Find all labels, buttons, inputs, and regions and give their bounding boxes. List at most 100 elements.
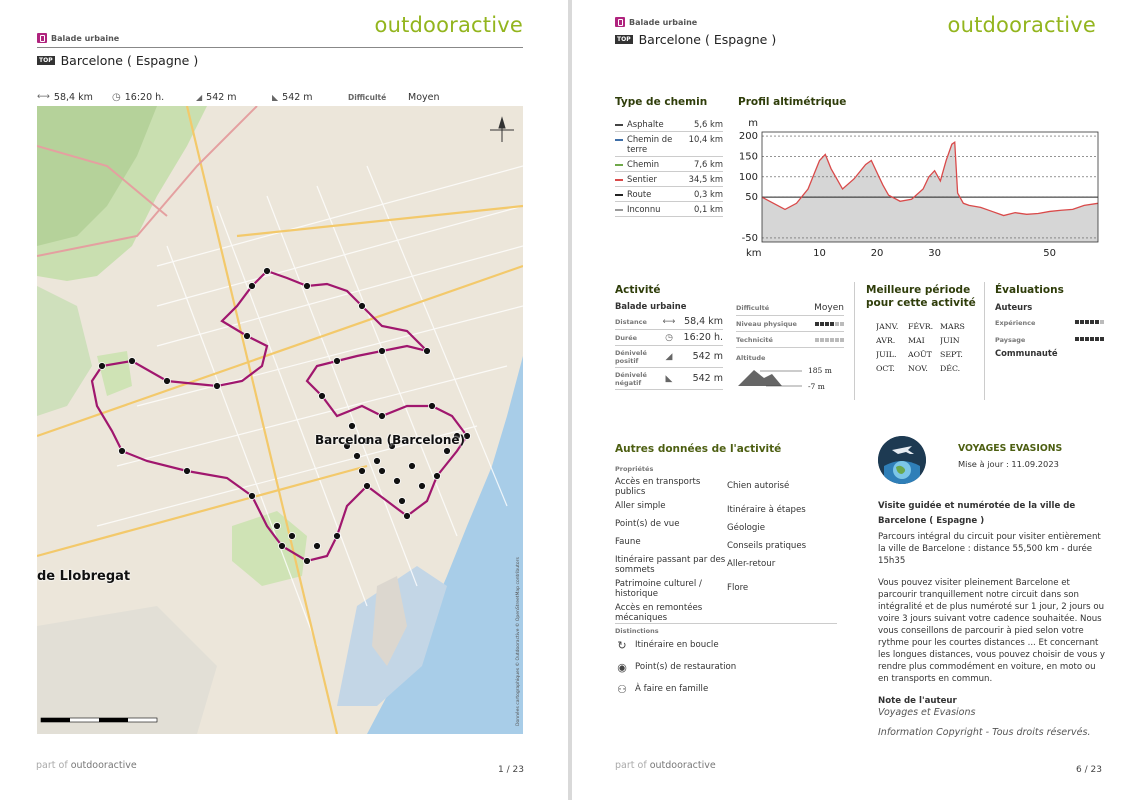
rating-dot [825,337,829,342]
activity-label: Dénivelé positif [615,348,647,365]
walking-icon [37,33,47,43]
property-item: Patrimoine culturel / historique [615,579,702,599]
experience-dots [1075,320,1104,324]
footer-branding: part of outdooractive [36,760,137,771]
altitude-min: -7 m [808,382,825,391]
activity-icon: ◷ [665,332,673,343]
month-label: MARS [940,322,965,331]
brand-logo: outdooractive [374,13,523,37]
rating-dot [1075,337,1079,341]
month-label: JUIN [940,336,960,345]
clock-icon: ◷ [112,91,121,103]
author-name: VOYAGES EVASIONS [958,443,1063,454]
rating-dot [1095,320,1099,324]
mountain-icon [738,370,782,386]
path-type-row: Sentier 34,5 km [615,172,723,187]
distinction-item: ⚇ À faire en famille [615,682,708,696]
footer-prefix: part of [36,760,68,771]
footer-brand: outdooractive [70,760,137,771]
rating-dot [815,321,819,326]
property-item: Aller simple [615,501,666,511]
physical-level-label: Niveau physique [736,319,797,328]
path-type-name: Route [627,189,652,199]
activity-label: Dénivelé négatif [615,370,647,387]
technical-level-row: Technicité [736,332,844,348]
path-type-value: 0,3 km [694,189,723,199]
compass-icon [490,116,514,142]
activity-title: Activité [615,284,661,296]
family-icon: ⚇ [617,682,627,696]
distance-icon: ⟷ [37,92,50,102]
section-divider [854,282,855,400]
duration-value: 16:20 h. [124,91,165,103]
rating-dot [1085,337,1089,341]
profile-x-tick: 20 [871,248,884,259]
profile-x-tick: 50 [1043,248,1056,259]
distinction-label: Point(s) de restauration [635,662,737,672]
month-label: FÉVR. [908,322,934,331]
property-item: Accès en transports publics [615,477,701,497]
physical-level-row: Niveau physique [736,316,844,332]
category-text: Balade urbaine [629,17,698,27]
map-place-label: de Llobregat [37,569,131,584]
profile-y-tick: 100 [739,172,758,183]
route-map[interactable]: Données cartographiques © Outdooractive … [37,106,523,734]
path-type-value: 7,6 km [694,159,723,169]
month-label: JUIL. [876,350,897,359]
stat-distance: ⟷ 58,4 km [37,92,112,103]
community-label: Communauté [995,348,1058,358]
profile-frame [761,131,1099,243]
activity-icon: ◣ [665,373,673,384]
walking-icon [615,17,625,27]
property-item: Accès en remontées mécaniques [615,603,703,623]
stat-ascent: ◢ 542 m [196,92,272,103]
profile-y-unit: m [748,118,758,129]
difficulty-label: Difficulté [348,92,387,102]
property-item: Itinéraire à étapes [727,505,806,515]
profile-y-tick: 50 [745,192,758,203]
elevation-chart: 200 150 100 50 -50 m km 10 20 30 50 [739,118,1099,259]
path-type-name: Asphalte [627,119,664,129]
scale-bar [40,717,158,723]
profile-x-unit: km [746,248,762,259]
rating-dot [1095,337,1099,341]
activity-row: Dénivelé positif ◢ 542 m [615,346,723,368]
altitude-max: 185 m [808,366,832,375]
altitude-row: Altitude [736,348,844,368]
category-label: Balade urbaine [37,33,119,43]
rating-dot [815,337,819,342]
landscape-dots [1075,337,1104,341]
distance-value: 58,4 km [53,91,93,103]
month-label: OCT. [876,364,895,373]
rating-dot [1090,337,1094,341]
category-text: Balade urbaine [51,33,120,43]
difficulty-label: Difficulté [736,303,770,312]
difficulty-row: Difficulté Moyen [736,300,844,316]
path-type-swatch [615,139,623,141]
distinctions-divider [615,623,837,624]
path-type-row: Chemin de terre 10,4 km [615,132,723,157]
profile-y-tick: -50 [742,233,758,244]
experience-label: Expérience [995,319,1036,327]
properties-list: Accès en transports publics Chien autoris… [615,477,837,623]
profile-x-tick: 30 [928,248,941,259]
restaurant-icon: ◉ [617,660,627,674]
title-text: Barcelone ( Espagne ) [60,53,199,68]
properties-label: Propriétés [615,465,654,473]
path-type-name: Chemin de terre [627,134,673,154]
stat-difficulty-label: Difficulté [348,93,408,102]
path-type-row: Inconnu 0,1 km [615,202,723,217]
rating-dot [830,321,834,326]
property-item: Itinéraire passant par des sommets [615,555,726,575]
difficulty-value: Moyen [814,302,844,313]
technical-level-dots [815,337,844,342]
rating-dot [1100,337,1104,341]
path-type-value: 5,6 km [694,119,723,129]
distinction-label: À faire en famille [635,684,709,694]
description-paragraph-1: Parcours intégral du circuit pour visite… [878,532,1101,566]
technical-level-label: Technicité [736,335,773,344]
distinction-label: Itinéraire en boucle [635,640,719,650]
document-page-6: Balade urbaine outdooractive TOP Barcelo… [572,0,1140,800]
distinction-item: ◉ Point(s) de restauration [615,660,736,674]
stat-duration: ◷ 16:20 h. [112,92,196,103]
